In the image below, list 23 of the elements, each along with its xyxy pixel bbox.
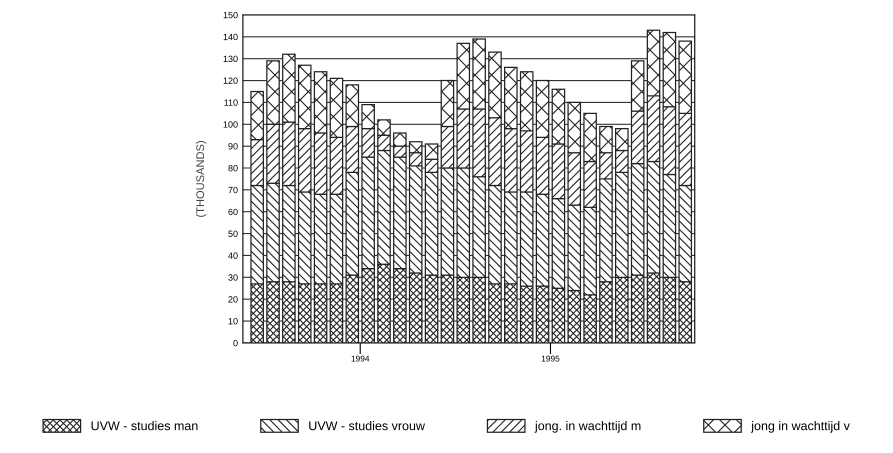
y-tick-label: 50: [228, 230, 238, 237]
y-tick-label: 80: [228, 164, 238, 172]
y-tick-label: 0: [233, 340, 238, 346]
y-tick-label: 70: [228, 186, 238, 194]
x-tick-label: 1995: [542, 356, 560, 362]
y-tick-label: 100: [224, 121, 238, 128]
y-tick-label: 30: [228, 274, 238, 281]
y-tick-label: 120: [224, 78, 238, 84]
x-tick-label: 1994: [352, 356, 370, 362]
y-tick-label: 40: [228, 252, 238, 259]
y-tick-label: 20: [228, 296, 238, 303]
legend-label: jong in wachttijd v: [750, 421, 850, 433]
y-axis-title: (THOUSANDS): [196, 141, 206, 217]
legend-label: UVW - studies vrouw: [309, 421, 425, 430]
y-tick-label: 10: [228, 318, 238, 324]
y-tick-label: 140: [224, 34, 238, 40]
y-tick-label: 130: [224, 56, 238, 62]
legend-label: jong. in wachttijd m: [534, 421, 640, 433]
y-tick-label: 90: [228, 143, 238, 150]
y-tick-label: 60: [228, 208, 238, 216]
y-tick-label: 150: [224, 12, 238, 18]
y-tick-label: 110: [224, 99, 238, 106]
legend-label: UVW - studies man: [92, 421, 198, 430]
